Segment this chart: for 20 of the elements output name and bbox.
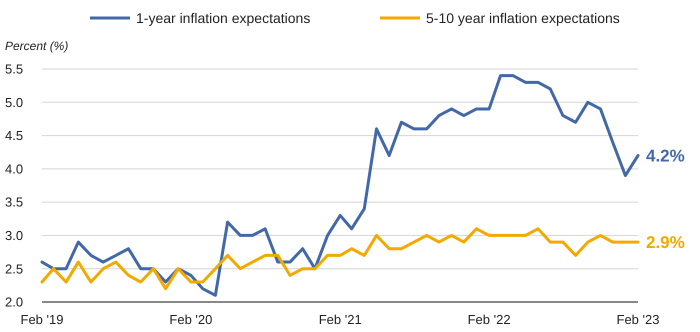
y-tick-label: 2.5 [5, 261, 24, 276]
y-tick-label: 2.0 [5, 294, 24, 310]
y-tick-label: 3.5 [5, 194, 24, 210]
line-series [40, 74, 640, 297]
y-tick-label: 3.0 [5, 228, 24, 243]
x-tick-label: Feb '20 [169, 312, 212, 327]
y-tick-label: 5.0 [5, 94, 24, 110]
x-tick-label: Feb '23 [616, 312, 660, 327]
x-tick-label: Feb '21 [318, 312, 362, 327]
legend-label: 5-10 year inflation expectations [426, 10, 620, 26]
data-label: 4.2% [646, 146, 685, 166]
line-series [40, 227, 640, 290]
x-tick-label: Feb '22 [468, 312, 511, 327]
legend-label: 1-year inflation expectations [136, 10, 310, 26]
data-label: 2.9% [646, 233, 685, 252]
y-tick-label: 4.5 [5, 128, 24, 144]
y-tick-label: 4.0 [5, 161, 24, 176]
x-tick-label: Feb '19 [20, 312, 64, 327]
y-axis-title: Percent (%) [5, 39, 68, 53]
y-tick-label: 5.5 [5, 62, 24, 77]
